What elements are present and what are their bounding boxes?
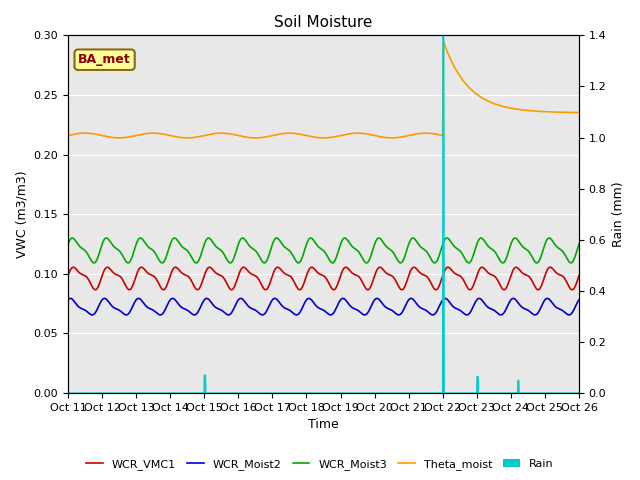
WCR_VMC1 bbox=[301, 276, 309, 282]
Y-axis label: Rain (mm): Rain (mm) bbox=[612, 181, 625, 247]
Theta_moist bbox=[301, 132, 308, 138]
Theta_moist bbox=[64, 132, 72, 138]
Theta_moist bbox=[292, 131, 300, 136]
WCR_VMC1 bbox=[104, 264, 112, 270]
WCR_Moist3 bbox=[356, 250, 364, 256]
WCR_VMC1 bbox=[64, 273, 72, 278]
WCR_Moist2 bbox=[282, 305, 289, 311]
WCR_Moist2 bbox=[355, 308, 363, 314]
Line: Theta_moist: Theta_moist bbox=[68, 42, 579, 138]
WCR_Moist3 bbox=[575, 241, 583, 247]
WCR_Moist2 bbox=[575, 297, 583, 303]
WCR_Moist3 bbox=[260, 260, 268, 266]
WCR_VMC1 bbox=[282, 271, 289, 277]
WCR_Moist2 bbox=[104, 298, 112, 304]
Title: Soil Moisture: Soil Moisture bbox=[275, 15, 372, 30]
Theta_moist bbox=[440, 39, 447, 45]
WCR_VMC1 bbox=[92, 287, 99, 293]
Theta_moist bbox=[282, 131, 289, 136]
WCR_VMC1 bbox=[356, 275, 364, 280]
WCR_VMC1 bbox=[125, 287, 132, 292]
WCR_Moist2 bbox=[125, 311, 132, 316]
WCR_Moist2 bbox=[292, 312, 300, 318]
WCR_Moist2 bbox=[301, 300, 308, 305]
WCR_Moist3 bbox=[301, 245, 309, 251]
WCR_VMC1 bbox=[575, 273, 583, 278]
WCR_Moist3 bbox=[104, 236, 111, 241]
WCR_VMC1 bbox=[240, 264, 248, 270]
Text: BA_met: BA_met bbox=[78, 53, 131, 66]
Theta_moist bbox=[104, 134, 111, 140]
Theta_moist bbox=[115, 135, 123, 141]
Line: WCR_Moist2: WCR_Moist2 bbox=[68, 299, 579, 315]
WCR_Moist3 bbox=[273, 235, 280, 241]
X-axis label: Time: Time bbox=[308, 419, 339, 432]
Y-axis label: VWC (m3/m3): VWC (m3/m3) bbox=[15, 170, 28, 258]
WCR_Moist3 bbox=[125, 260, 132, 266]
WCR_Moist3 bbox=[282, 245, 289, 251]
WCR_VMC1 bbox=[292, 283, 300, 288]
WCR_Moist2 bbox=[64, 297, 72, 303]
Line: WCR_Moist3: WCR_Moist3 bbox=[68, 238, 579, 263]
WCR_Moist3 bbox=[292, 258, 300, 264]
Line: WCR_VMC1: WCR_VMC1 bbox=[68, 267, 579, 290]
Theta_moist bbox=[575, 109, 583, 115]
Theta_moist bbox=[355, 130, 363, 136]
WCR_Moist2 bbox=[531, 312, 539, 318]
Theta_moist bbox=[125, 134, 132, 140]
WCR_Moist2 bbox=[67, 296, 74, 301]
WCR_Moist3 bbox=[64, 241, 72, 247]
Legend: WCR_VMC1, WCR_Moist2, WCR_Moist3, Theta_moist, Rain: WCR_VMC1, WCR_Moist2, WCR_Moist3, Theta_… bbox=[82, 455, 558, 474]
